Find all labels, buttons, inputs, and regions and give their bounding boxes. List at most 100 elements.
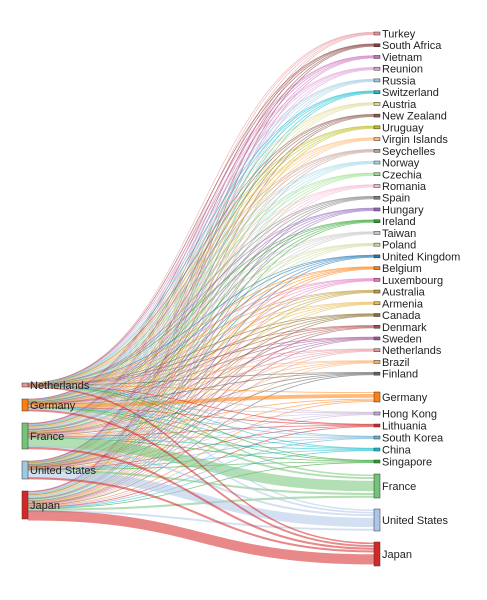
flow-netherlands-to-denmark	[27, 325, 375, 386]
target-label-lithuania: Lithuania	[382, 421, 428, 433]
flow-netherlands-to-france	[27, 385, 375, 477]
flow-netherlands-to-seychelles	[27, 149, 375, 385]
flow-united-states-to-japan	[27, 477, 375, 553]
target-node-romania	[373, 184, 381, 188]
flow-netherlands-to-austria	[27, 102, 375, 384]
flow-germany-to-brazil	[27, 360, 375, 405]
flow-france-to-united-states	[27, 445, 375, 517]
flow-netherlands-to-vietnam	[27, 55, 375, 384]
flow-germany-to-singapore	[27, 407, 375, 462]
flow-germany-to-denmark	[27, 325, 375, 405]
target-node-finland	[373, 371, 381, 376]
target-node-denmark	[373, 325, 381, 329]
flow-netherlands-to-ireland	[27, 219, 375, 385]
flow-netherlands-to-czechia	[27, 172, 375, 385]
target-node-netherlands	[373, 348, 381, 352]
flow-germany-to-australia	[27, 290, 375, 404]
target-node-seychelles	[373, 149, 381, 153]
flow-france-to-hong-kong	[27, 412, 375, 437]
target-node-russia	[373, 78, 381, 83]
source-label-france: France	[30, 431, 64, 443]
source-node-france	[21, 422, 29, 450]
target-label-turkey: Turkey	[382, 29, 416, 41]
flow-germany-to-uruguay	[27, 126, 375, 401]
flow-links	[27, 31, 375, 565]
flow-france-to-germany	[27, 398, 375, 437]
source-nodes: Netherlands Germany France United States Jap…	[21, 380, 97, 520]
target-node-ireland	[373, 219, 381, 223]
target-node-turkey	[373, 31, 381, 36]
target-node-reunion	[373, 66, 381, 71]
flow-netherlands-to-switzerland	[27, 90, 375, 384]
flow-japan-to-singapore	[27, 462, 375, 510]
target-label-vietnam: Vietnam	[382, 52, 422, 64]
target-label-germany: Germany	[382, 392, 428, 404]
target-node-canada	[373, 313, 381, 317]
target-label-japan: Japan	[382, 549, 412, 561]
target-label-united-kingdom: United Kingdom	[382, 251, 460, 263]
flow-germany-to-armenia	[27, 302, 375, 404]
target-label-china: China	[382, 445, 412, 457]
flow-united-states-to-south-korea	[27, 437, 375, 470]
source-node-netherlands	[21, 382, 29, 388]
target-label-luxembourg: Luxembourg	[382, 275, 443, 287]
flow-france-to-australia	[27, 290, 375, 433]
source-node-japan	[21, 490, 29, 520]
flow-netherlands-to-taiwan	[27, 231, 375, 385]
flow-france-to-sweden	[27, 337, 375, 435]
target-label-uruguay: Uruguay	[382, 122, 424, 134]
flow-netherlands-to-finland	[27, 371, 375, 386]
target-label-france: France	[382, 481, 416, 493]
target-node-brazil	[373, 360, 381, 364]
target-label-south-africa: South Africa	[382, 40, 442, 52]
flow-netherlands-to-brazil	[27, 360, 375, 386]
flow-netherlands-to-reunion	[27, 67, 375, 384]
target-node-hong-kong	[373, 411, 381, 416]
target-label-ireland: Ireland	[382, 216, 416, 228]
flow-united-states-to-denmark	[27, 326, 375, 468]
target-node-taiwan	[373, 231, 381, 235]
target-label-switzerland: Switzerland	[382, 87, 439, 99]
target-node-lithuania	[373, 423, 381, 428]
target-node-south-korea	[373, 435, 381, 440]
flow-netherlands-to-hungary	[27, 207, 375, 385]
target-node-switzerland	[373, 90, 381, 94]
flow-united-states-to-netherlands	[27, 350, 375, 468]
target-label-russia: Russia	[382, 75, 417, 87]
flow-netherlands-to-singapore	[27, 385, 375, 461]
target-node-poland	[373, 242, 381, 247]
target-label-finland: Finland	[382, 369, 418, 381]
flow-united-states-to-armenia	[27, 303, 375, 467]
target-node-france	[373, 473, 381, 499]
target-label-hong-kong: Hong Kong	[382, 409, 437, 421]
flow-united-states-to-hong-kong	[27, 413, 375, 470]
flow-netherlands-to-armenia	[27, 301, 375, 386]
flow-netherlands-to-hong-kong	[27, 385, 375, 413]
target-label-canada: Canada	[382, 310, 421, 322]
target-label-denmark: Denmark	[382, 322, 427, 334]
target-node-germany	[373, 391, 381, 403]
flow-netherlands-to-china	[27, 385, 375, 449]
flow-japan-to-finland	[27, 374, 375, 507]
flow-netherlands-to-virgin-islands	[27, 137, 375, 385]
target-node-czechia	[373, 172, 381, 177]
flow-netherlands-to-belgium	[27, 266, 375, 385]
flow-united-states-to-finland	[27, 373, 375, 469]
flow-japan-to-japan	[27, 510, 375, 565]
target-label-virgin-islands: Virgin Islands	[382, 134, 448, 146]
target-label-united-states: United States	[382, 515, 449, 527]
flow-united-states-to-france	[27, 469, 375, 495]
source-label-japan: Japan	[30, 500, 60, 512]
target-label-reunion: Reunion	[382, 64, 423, 76]
target-node-belgium	[373, 266, 381, 270]
target-node-united-states	[373, 508, 381, 532]
flow-netherlands-to-united-kingdom	[27, 254, 375, 385]
flow-germany-to-france	[27, 407, 375, 480]
flow-germany-to-belgium	[27, 266, 375, 404]
source-label-netherlands: Netherlands	[30, 380, 90, 392]
target-label-netherlands: Netherlands	[382, 345, 442, 357]
target-node-japan	[373, 541, 381, 567]
target-label-taiwan: Taiwan	[382, 228, 416, 240]
